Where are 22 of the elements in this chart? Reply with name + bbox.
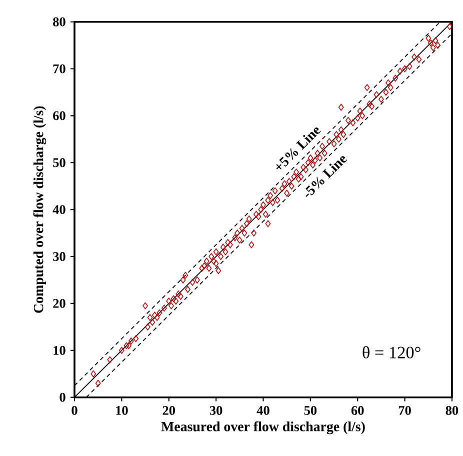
- text: +5% Line: [276, 128, 321, 170]
- x-tick-label: 50: [304, 406, 317, 415]
- x-tick-label: 60: [351, 406, 364, 415]
- y-tick-label: 0: [60, 392, 66, 402]
- y-tick-label: 60: [53, 111, 66, 120]
- y-tick-label: 30: [53, 252, 66, 262]
- y-axis-title: Computed over flow discharge (l/s): [33, 106, 46, 313]
- annotation: θ = 120°: [362, 346, 420, 358]
- x-axis-title: Measured over flow discharge (l/s): [161, 421, 365, 434]
- y-tick-label: 20: [53, 299, 66, 308]
- x-tick-label: 20: [162, 406, 175, 415]
- y-tick-label: 70: [53, 64, 66, 74]
- x-tick-label: 80: [446, 406, 458, 415]
- x-tick-label: 30: [210, 406, 222, 415]
- y-tick-label: 40: [52, 205, 66, 214]
- x-tick-label: 70: [398, 406, 411, 415]
- y-tick-label: 80: [53, 17, 66, 26]
- y-tick-label: 50: [53, 158, 66, 168]
- x-tick-label: 10: [116, 406, 128, 415]
- x-tick-label: 0: [72, 406, 78, 415]
- y-tick-label: 10: [54, 346, 66, 355]
- x-tick-label: 40: [256, 406, 270, 415]
